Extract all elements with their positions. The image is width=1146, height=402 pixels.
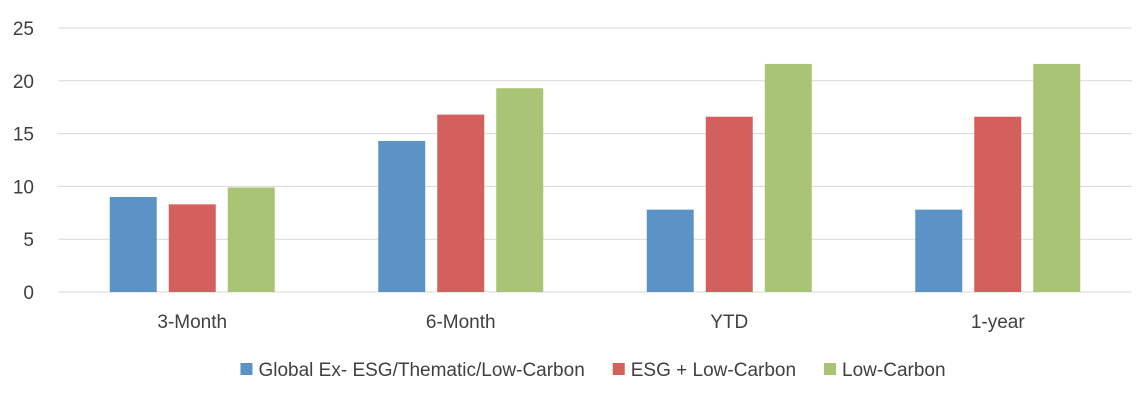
y-tick-label: 20 [13, 72, 34, 93]
bars [109, 63, 1081, 293]
legend-item: ESG + Low-Carbon [612, 360, 796, 381]
x-axis-category-labels: 3-Month 6-Month YTD 1-year [157, 312, 1025, 333]
bar [378, 140, 426, 292]
bar [496, 88, 544, 292]
legend-item: Global Ex- ESG/Thematic/Low-Carbon [240, 360, 585, 381]
y-tick-label: 5 [23, 230, 34, 251]
x-category-label: 1-year [971, 312, 1026, 333]
legend: Global Ex- ESG/Thematic/Low-Carbon ESG + … [240, 360, 946, 381]
bar [227, 187, 275, 292]
bar [646, 209, 694, 292]
x-category-label: 3-Month [157, 312, 227, 333]
bar [109, 196, 157, 292]
y-tick-label: 15 [13, 125, 34, 146]
y-tick-label: 25 [13, 19, 34, 40]
legend-label: ESG + Low-Carbon [631, 360, 796, 381]
legend-item: Low-Carbon [824, 360, 946, 381]
legend-label: Low-Carbon [842, 360, 946, 381]
bar [437, 114, 485, 292]
x-category-label: 6-Month [426, 312, 496, 333]
y-tick-label: 10 [13, 177, 34, 198]
y-tick-label: 0 [23, 283, 34, 304]
bar [1033, 63, 1081, 293]
y-axis-tick-labels: 0 5 10 15 20 25 [13, 19, 34, 304]
gridlines [58, 27, 1132, 293]
legend-swatch [824, 363, 837, 375]
legend-swatch [240, 363, 253, 375]
x-category-label: YTD [710, 312, 748, 333]
bar [705, 116, 753, 292]
bar [764, 63, 812, 293]
bar [915, 209, 963, 292]
legend-swatch [612, 363, 625, 375]
bar [974, 116, 1022, 292]
legend-label: Global Ex- ESG/Thematic/Low-Carbon [258, 360, 584, 381]
bar [168, 204, 216, 292]
